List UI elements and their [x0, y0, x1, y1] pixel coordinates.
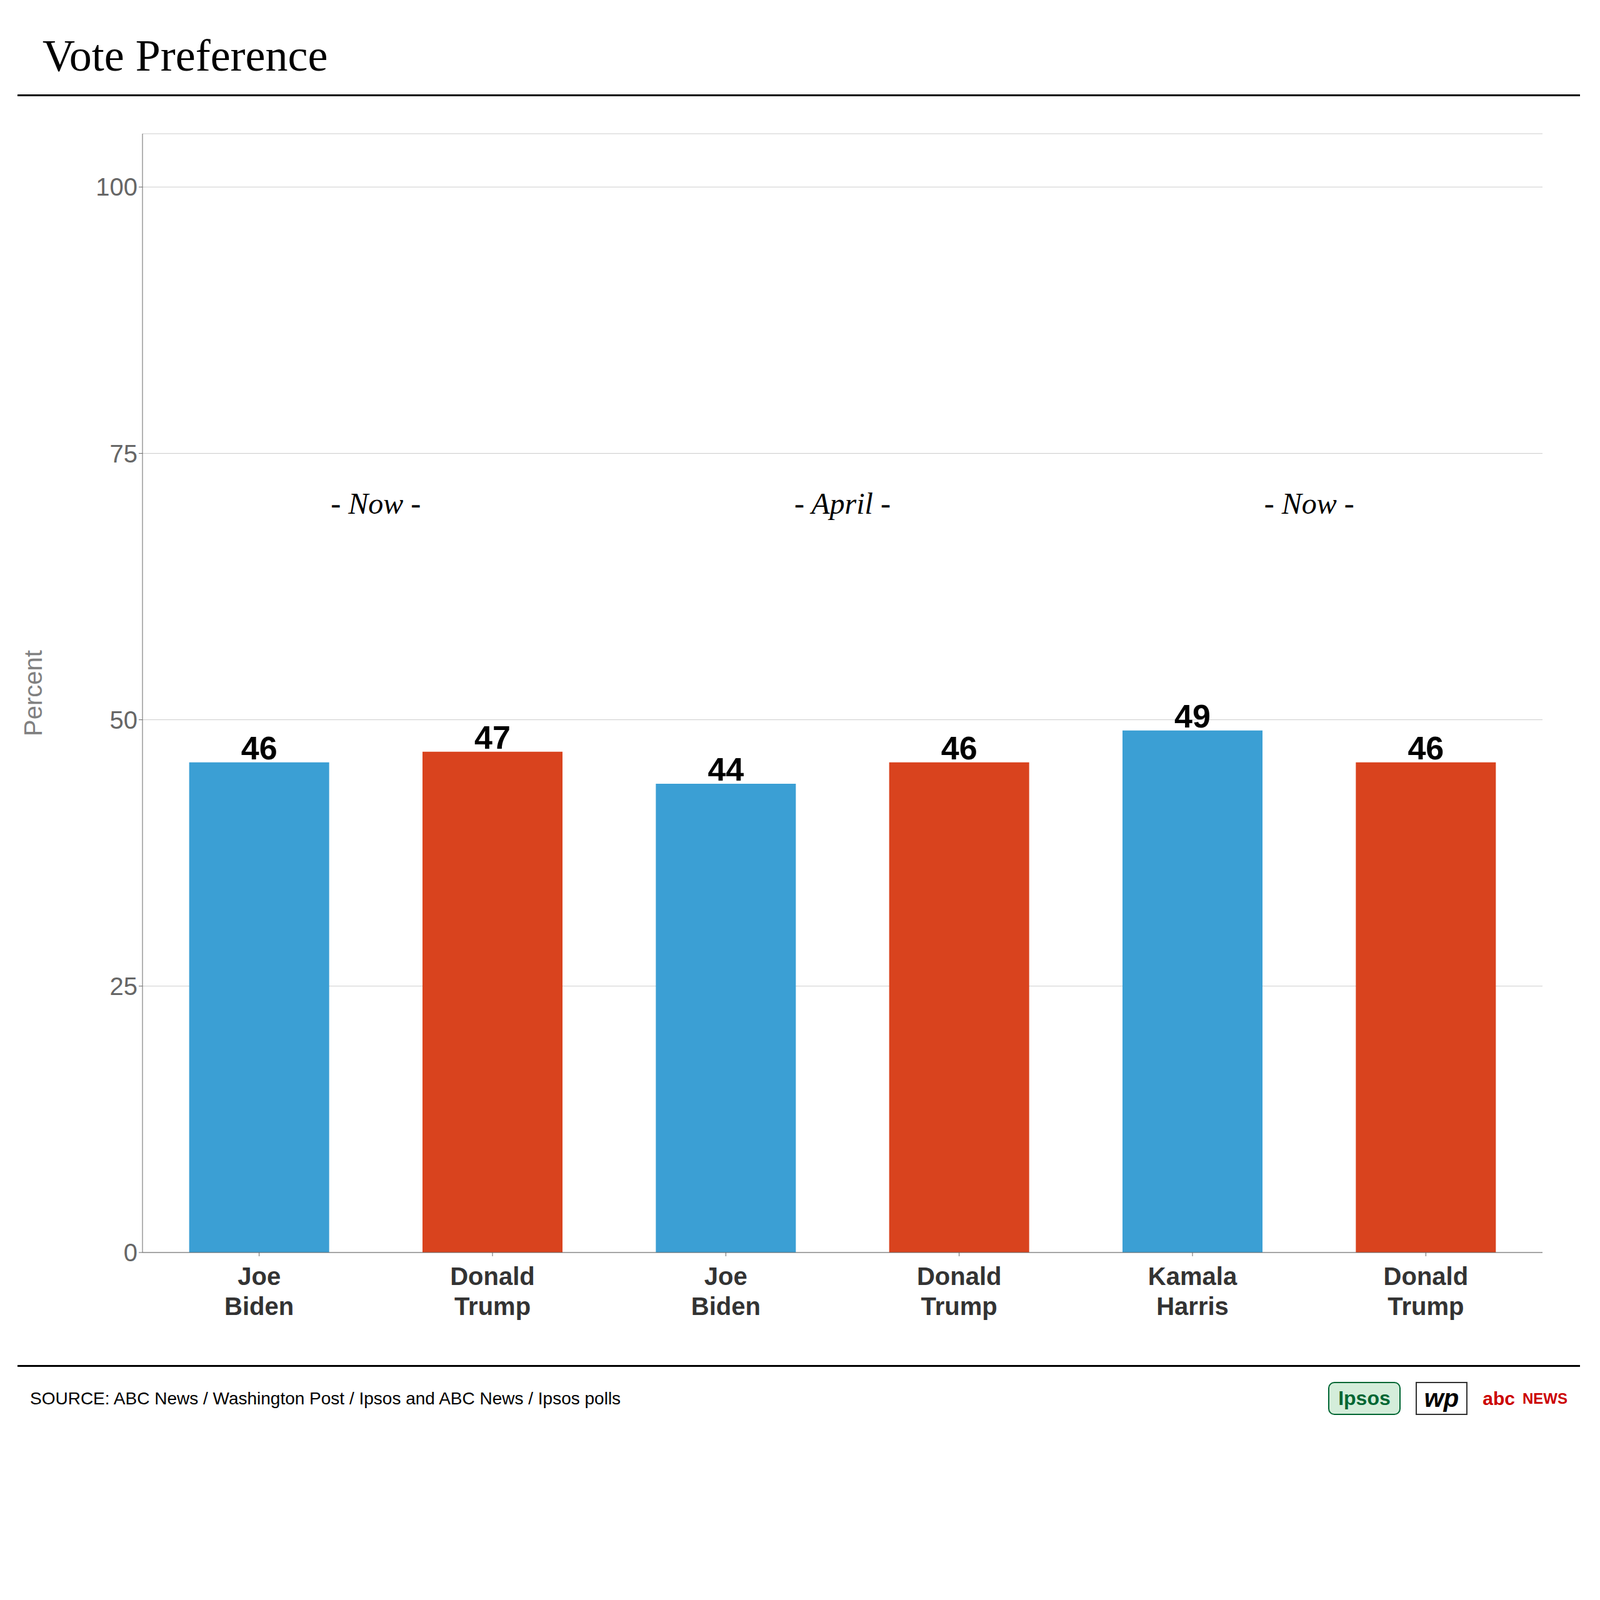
- svg-text:JoeBiden: JoeBiden: [691, 1262, 761, 1320]
- svg-text:- Now -: - Now -: [1264, 486, 1355, 520]
- svg-text:100: 100: [95, 173, 138, 201]
- svg-text:46: 46: [241, 730, 278, 767]
- svg-text:46: 46: [1407, 730, 1444, 767]
- svg-text:47: 47: [474, 719, 511, 756]
- svg-text:Percent: Percent: [19, 650, 47, 737]
- svg-text:44: 44: [707, 751, 744, 788]
- svg-text:JoeBiden: JoeBiden: [224, 1262, 294, 1320]
- svg-text:0: 0: [123, 1238, 138, 1267]
- svg-text:KamalaHarris: KamalaHarris: [1148, 1262, 1238, 1320]
- svg-text:49: 49: [1174, 698, 1211, 735]
- svg-text:25: 25: [110, 972, 139, 1000]
- html-text:Vote Preference: Vote Preference: [42, 30, 328, 81]
- html-text:abc NEWS: abc NEWS: [1482, 1387, 1568, 1409]
- svg-text:50: 50: [110, 706, 139, 734]
- svg-text:- April -: - April -: [794, 486, 891, 520]
- html-text:Ipsos: Ipsos: [1338, 1386, 1391, 1410]
- svg-text:DonaldTrump: DonaldTrump: [450, 1262, 535, 1320]
- svg-text:46: 46: [941, 730, 978, 767]
- svg-text:- Now -: - Now -: [330, 486, 421, 520]
- html-text:SOURCE: ABC News / Washington: SOURCE: ABC News / Washington Post / Ips…: [30, 1388, 621, 1408]
- svg-text:DonaldTrump: DonaldTrump: [916, 1262, 1002, 1320]
- svg-text:75: 75: [110, 440, 139, 468]
- svg-text:DonaldTrump: DonaldTrump: [1383, 1262, 1469, 1320]
- html-text:wp: wp: [1424, 1384, 1459, 1412]
